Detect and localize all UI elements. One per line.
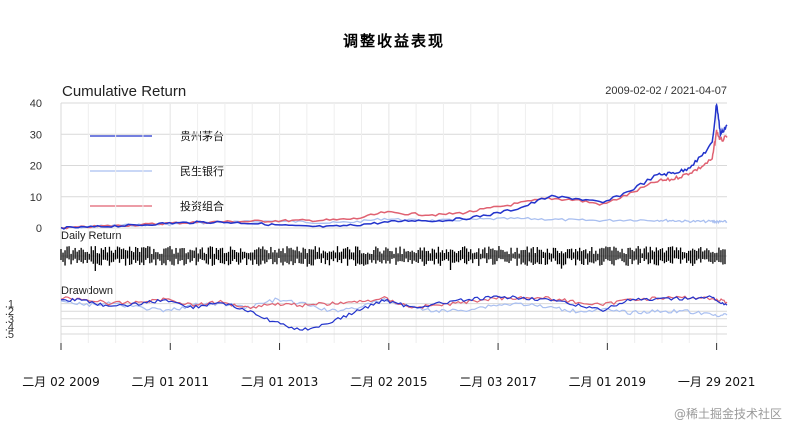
watermark: @稀土掘金技术社区 bbox=[674, 406, 782, 421]
drawdown-series-lines bbox=[60, 295, 728, 331]
drawdown-title: Drawdown bbox=[61, 285, 113, 297]
cum-y-tick-label: 20 bbox=[30, 161, 42, 173]
cum-line-portfolio bbox=[60, 129, 728, 230]
legend-label-portfolio: 投资组合 bbox=[180, 199, 224, 213]
x-axis: 二月 02 2009 二月 01 2011 二月 01 2013 二月 02 2015… bbox=[22, 343, 755, 389]
legend-label-minsheng: 民生银行 bbox=[180, 164, 224, 178]
cum-y-tick-label: 10 bbox=[30, 192, 42, 204]
dd-y-tick-label: .4 bbox=[5, 321, 14, 333]
y-axis-ticks: 0 10 20 30 40 .1.2.3.4.5 bbox=[5, 98, 42, 341]
x-tick-label: 一月 29 2021 bbox=[678, 375, 755, 389]
dd-y-tick-label: .3 bbox=[5, 314, 14, 326]
dd-y-tick-label: .5 bbox=[5, 329, 14, 341]
x-tick-label: 二月 01 2013 bbox=[241, 375, 318, 389]
x-tick-label: 二月 01 2019 bbox=[569, 375, 646, 389]
dd-line-moutai bbox=[60, 295, 728, 331]
cum-y-tick-label: 30 bbox=[30, 129, 42, 141]
legend-label-moutai: 贵州茅台 bbox=[180, 129, 224, 143]
x-tick-label: 二月 02 2009 bbox=[22, 375, 99, 389]
dd-y-tick-label: .2 bbox=[5, 306, 14, 318]
dd-y-tick-label: .1 bbox=[5, 299, 14, 311]
x-tick-label: 二月 02 2015 bbox=[350, 375, 427, 389]
daily-return-title: Daily Return bbox=[61, 230, 122, 242]
x-tick-label: 二月 01 2011 bbox=[132, 375, 209, 389]
cumulative-series-lines bbox=[60, 102, 728, 230]
chart-title: 调整收益表现 bbox=[343, 32, 445, 50]
cum-y-tick-label: 0 bbox=[36, 223, 42, 235]
legend: 贵州茅台 民生银行 投资组合 bbox=[90, 129, 224, 213]
date-range-label: 2009-02-02 / 2021-04-07 bbox=[605, 85, 727, 97]
cumulative-title: Cumulative Return bbox=[62, 83, 186, 100]
daily-return-bars bbox=[60, 246, 726, 271]
x-tick-label: 二月 03 2017 bbox=[459, 375, 536, 389]
cum-line-moutai bbox=[60, 102, 728, 230]
cum-y-tick-label: 40 bbox=[30, 98, 42, 110]
